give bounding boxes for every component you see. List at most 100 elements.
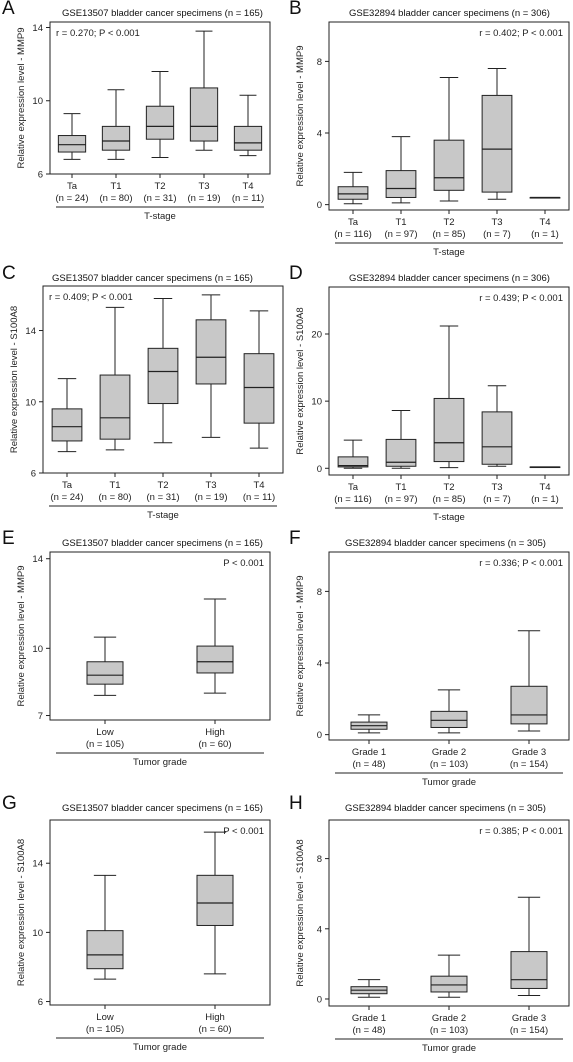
x-count-label: (n = 60) xyxy=(198,739,231,750)
y-tick-label: 8 xyxy=(317,854,322,865)
box-iqr xyxy=(433,139,465,191)
panel-d-chart: 0 10 20 Relative expression level - S100A8 r… xyxy=(295,286,570,523)
panel-letter-f: F xyxy=(289,530,301,549)
panel-h-title: GSE32894 bladder cancer specimens (n = 3… xyxy=(345,803,546,814)
box-iqr xyxy=(433,397,465,463)
panel-b-chart: 0 4 8 Relative expression level - MMP9 r = 0… xyxy=(295,21,570,258)
y-tick-label: 4 xyxy=(317,659,322,670)
x-category-label: Ta xyxy=(62,480,73,491)
y-axis-label: Relative expression level - MMP9 xyxy=(16,28,27,169)
panel-b: B GSE32894 bladder cancer specimens (n =… xyxy=(287,0,573,265)
stat-annotation: r = 0.270; P < 0.001 xyxy=(56,28,140,39)
x-count-label: (n = 7) xyxy=(483,229,511,240)
x-category-label: T1 xyxy=(110,181,121,192)
panel-c: C GSE13507 bladder cancer specimens (n =… xyxy=(0,265,286,530)
box-iqr xyxy=(57,135,87,153)
box-iqr xyxy=(145,105,175,140)
stat-annotation: P < 0.001 xyxy=(223,826,264,837)
box-iqr xyxy=(481,94,513,193)
panel-letter-e: E xyxy=(2,530,15,549)
stat-annotation: r = 0.439; P < 0.001 xyxy=(479,293,563,304)
x-count-label: (n = 31) xyxy=(146,492,179,503)
panel-a-chart: 6 10 14 Relative expression level - MMP9 r =… xyxy=(16,21,271,222)
y-tick-label: 10 xyxy=(32,96,43,107)
x-category-label: T2 xyxy=(443,482,454,493)
x-category-label: T1 xyxy=(395,217,406,228)
box-iqr xyxy=(147,347,179,405)
box-iqr xyxy=(430,975,468,993)
panel-f-title: GSE32894 bladder cancer specimens (n = 3… xyxy=(345,538,546,549)
y-axis-label: Relative expression level - S100A8 xyxy=(9,306,20,453)
x-category-label: T2 xyxy=(443,217,454,228)
y-axis-label: Relative expression level - S100A8 xyxy=(16,839,27,986)
box-iqr xyxy=(99,374,131,440)
box-iqr xyxy=(195,319,227,385)
x-category-label: Grade 1 xyxy=(352,1013,386,1024)
x-count-label: (n = 48) xyxy=(352,759,385,770)
panel-letter-d: D xyxy=(289,265,303,284)
panel-g-title: GSE13507 bladder cancer specimens (n = 1… xyxy=(62,803,263,814)
y-tick-label: 10 xyxy=(311,397,322,408)
x-category-label: T4 xyxy=(539,482,550,493)
stat-annotation: r = 0.402; P < 0.001 xyxy=(479,28,563,39)
x-count-label: (n = 116) xyxy=(334,229,372,240)
x-category-label: T4 xyxy=(242,181,253,192)
x-count-label: (n = 80) xyxy=(99,193,132,204)
panel-letter-h: H xyxy=(289,795,303,814)
panel-e-chart: 7 10 14 Relative expression level - MMP9 P <… xyxy=(16,551,271,768)
x-axis-label: T-stage xyxy=(433,247,465,258)
plot-frame xyxy=(49,551,271,721)
stat-annotation: P < 0.001 xyxy=(223,558,264,569)
panel-h: H GSE32894 bladder cancer specimens (n =… xyxy=(287,795,573,1060)
y-axis-label: Relative expression level - MMP9 xyxy=(295,576,306,717)
x-count-label: (n = 103) xyxy=(430,1025,468,1036)
x-count-label: (n = 154) xyxy=(510,1025,548,1036)
x-axis-label: T-stage xyxy=(433,512,465,523)
x-axis-label: Tumor grade xyxy=(422,777,476,788)
x-count-label: (n = 97) xyxy=(384,229,417,240)
y-tick-label: 10 xyxy=(25,397,36,408)
x-category-label: T4 xyxy=(253,480,264,491)
x-count-label: (n = 24) xyxy=(50,492,83,503)
y-tick-label: 10 xyxy=(32,644,43,655)
y-tick-label: 0 xyxy=(317,464,322,475)
box-iqr xyxy=(481,411,513,465)
box-iqr xyxy=(337,186,369,200)
box-iqr xyxy=(243,353,275,424)
y-tick-label: 10 xyxy=(32,928,43,939)
x-count-label: (n = 105) xyxy=(86,1024,124,1035)
y-tick-label: 0 xyxy=(317,730,322,741)
panel-letter-a: A xyxy=(2,0,15,19)
x-count-label: (n = 97) xyxy=(384,494,417,505)
y-tick-label: 8 xyxy=(317,587,322,598)
y-axis-label: Relative expression level - S100A8 xyxy=(295,307,306,454)
panel-a: A GSE13507 bladder cancer specimens (n =… xyxy=(0,0,286,265)
box-iqr xyxy=(86,930,124,970)
y-tick-label: 4 xyxy=(317,129,322,140)
x-count-label: (n = 19) xyxy=(187,193,220,204)
y-tick-label: 14 xyxy=(32,859,43,870)
x-count-label: (n = 103) xyxy=(430,759,468,770)
x-category-label: T3 xyxy=(491,217,502,228)
x-axis-label: T-stage xyxy=(144,211,176,222)
y-tick-label: 14 xyxy=(32,554,43,565)
box-iqr xyxy=(51,408,83,442)
y-tick-label: 14 xyxy=(25,326,36,337)
panel-e: E GSE13507 bladder cancer specimens (n =… xyxy=(0,530,286,795)
x-axis-label: Tumor grade xyxy=(422,1043,476,1054)
x-category-label: Low xyxy=(96,1012,114,1023)
stat-annotation: r = 0.409; P < 0.001 xyxy=(49,292,133,303)
panel-e-title: GSE13507 bladder cancer specimens (n = 1… xyxy=(62,538,263,549)
x-category-label: Grade 3 xyxy=(512,747,546,758)
y-axis-label: Relative expression level - MMP9 xyxy=(16,566,27,707)
x-category-label: T1 xyxy=(109,480,120,491)
x-category-label: Low xyxy=(96,727,114,738)
y-tick-label: 6 xyxy=(38,997,43,1008)
x-count-label: (n = 11) xyxy=(232,193,264,204)
x-category-label: Grade 1 xyxy=(352,747,386,758)
box-iqr xyxy=(196,645,234,674)
y-tick-label: 0 xyxy=(317,994,322,1005)
y-axis-label: Relative expression level - MMP9 xyxy=(295,46,306,187)
panel-d-title: GSE32894 bladder cancer specimens (n = 3… xyxy=(349,273,550,284)
x-count-label: (n = 11) xyxy=(243,492,275,503)
